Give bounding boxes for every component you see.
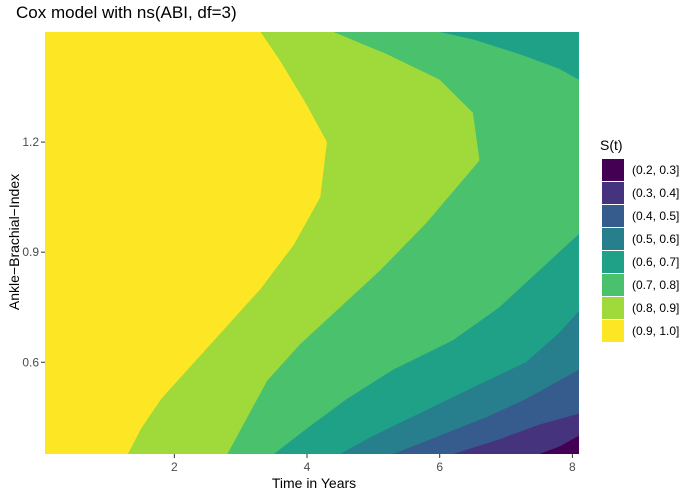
legend-label: (0.4, 0.5] (632, 209, 679, 223)
contour-regions (45, 32, 580, 454)
page-title: Cox model with ns(ABI, df=3) (16, 3, 237, 22)
legend-label: (0.8, 0.9] (632, 301, 679, 315)
x-tick-label: 8 (569, 460, 576, 474)
legend-swatch (602, 159, 624, 181)
legend: S(t) (0.2, 0.3] (0.3, 0.4] (0.4, 0.5] (0.5,… (600, 137, 679, 342)
legend-swatch (602, 297, 624, 319)
legend-label: (0.7, 0.8] (632, 278, 679, 292)
x-axis-title: Time in Years (272, 475, 356, 491)
contour-region-0.7 (273, 32, 579, 454)
x-axis: 2 4 6 8 (171, 454, 576, 474)
legend-swatch (602, 320, 624, 342)
y-axis: 0.6 0.9 1.2 (22, 135, 45, 369)
y-tick-label: 0.9 (22, 245, 39, 259)
legend-label: (0.5, 0.6] (632, 232, 679, 246)
legend-swatch (602, 182, 624, 204)
legend-swatch (602, 251, 624, 273)
legend-swatch (602, 228, 624, 250)
x-tick-label: 4 (304, 460, 311, 474)
legend-title: S(t) (600, 137, 623, 153)
y-axis-title: Ankle−Brachial−Index (6, 174, 22, 310)
legend-label: (0.9, 1.0] (632, 324, 679, 338)
legend-label: (0.6, 0.7] (632, 255, 679, 269)
legend-swatch (602, 205, 624, 227)
y-tick-label: 1.2 (22, 135, 39, 149)
legend-swatch (602, 274, 624, 296)
contour-region-0.3 (539, 435, 579, 454)
legend-label: (0.3, 0.4] (632, 186, 679, 200)
y-tick-label: 0.6 (22, 355, 39, 369)
x-tick-label: 6 (436, 460, 443, 474)
x-tick-label: 2 (171, 460, 178, 474)
legend-label: (0.2, 0.3] (632, 163, 679, 177)
contour-region-0.4 (452, 413, 579, 454)
